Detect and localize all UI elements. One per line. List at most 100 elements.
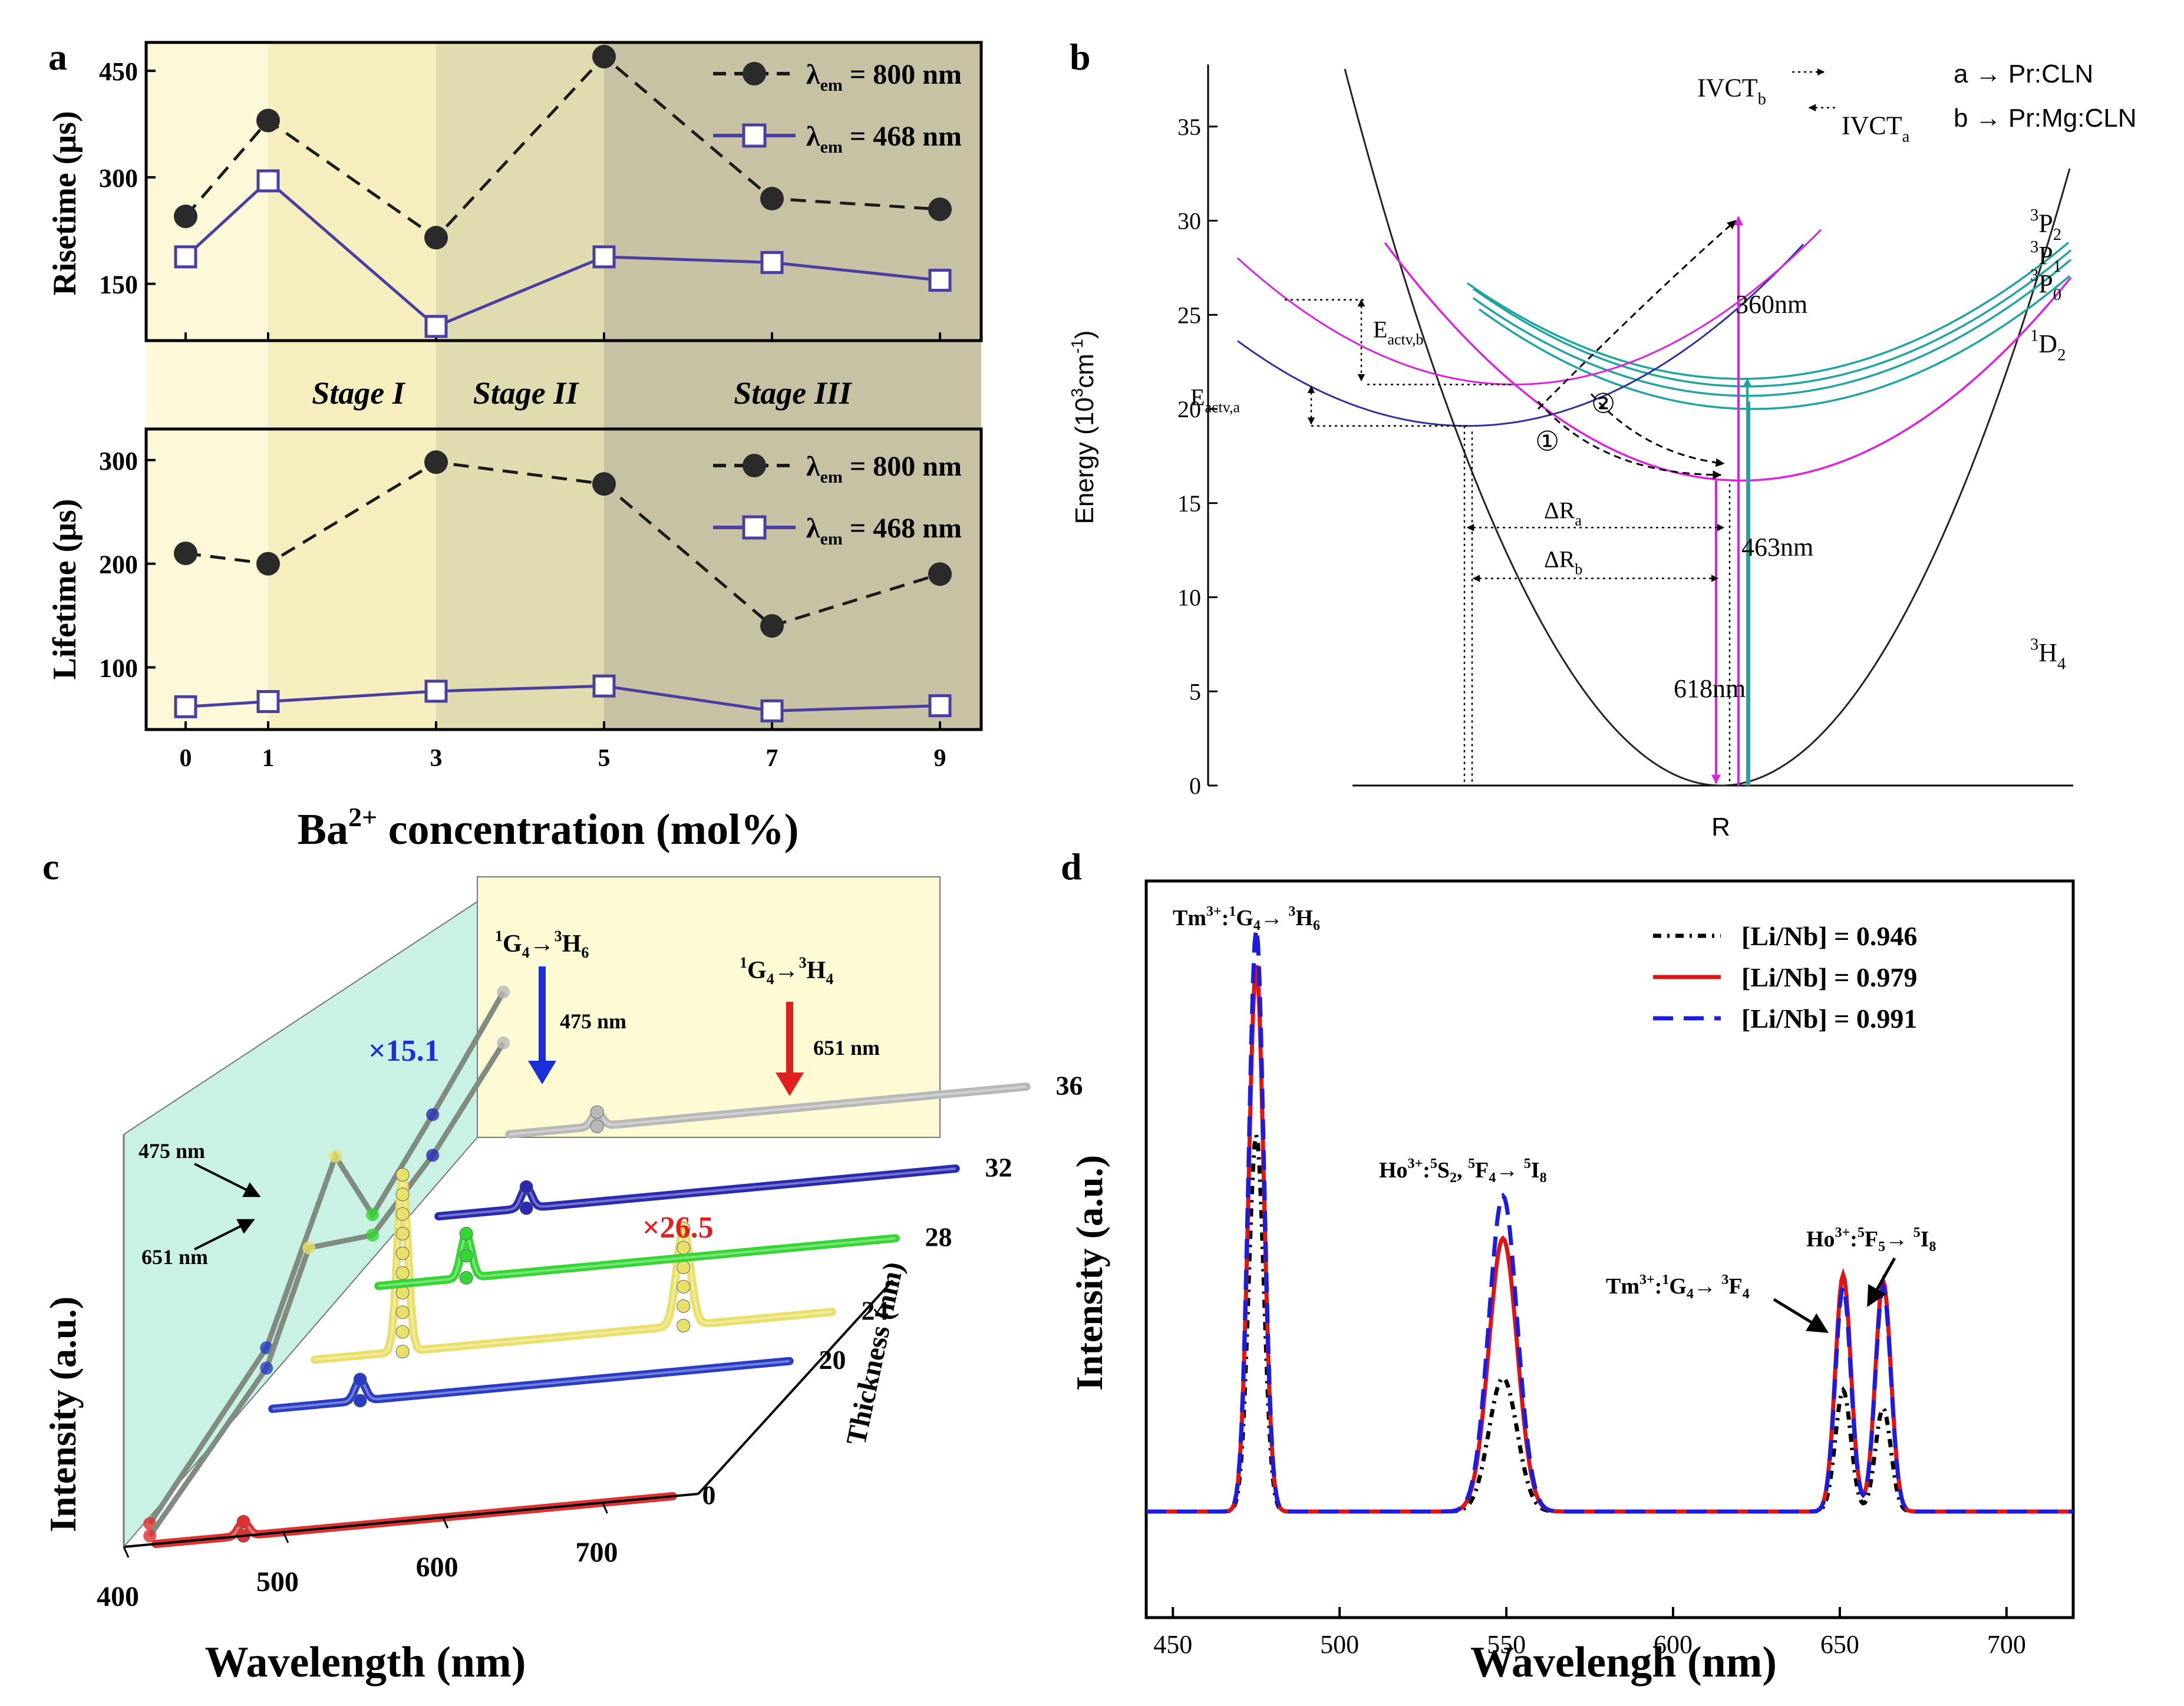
y-tick-label: 5 <box>1189 678 1201 705</box>
x-tick <box>442 1517 449 1529</box>
base: E <box>1373 316 1387 343</box>
panel-c-xlabel: Wavelength (nm) <box>205 1638 526 1687</box>
sub: 4 <box>2057 655 2066 673</box>
base: P <box>2038 269 2053 298</box>
peak-ball <box>677 1299 691 1313</box>
x-tick-label: 650 <box>1820 1630 1859 1659</box>
panel-d-label: d <box>1061 846 1082 887</box>
peak-ball <box>395 1207 410 1221</box>
base: ΔR <box>1544 497 1575 523</box>
sup: 3 <box>2030 635 2038 654</box>
sub: 1 <box>2053 258 2061 276</box>
x-tick-label: 5 <box>598 745 611 772</box>
base: IVCT <box>1842 111 1902 140</box>
y-tick-label: 20 <box>1177 396 1201 423</box>
risetime-legend: λem = 800 nm λem = 468 nm <box>713 59 962 157</box>
data-point-circle <box>174 542 197 566</box>
sub: actv,b <box>1387 331 1423 348</box>
data-point-circle <box>928 197 952 222</box>
data-point-circle <box>424 450 448 474</box>
base: E <box>1190 384 1205 411</box>
data-point-circle <box>760 614 784 638</box>
y-tick-label: 300 <box>99 164 138 193</box>
plot-frame <box>1144 879 2075 1619</box>
sup: 3 <box>2030 238 2038 256</box>
x-tick-label: 450 <box>1153 1630 1192 1659</box>
process-path-up <box>1537 220 1737 410</box>
panel-d-legend: [Li/Nb] = 0.946 [Li/Nb] = 0.979 [Li/Nb] = … <box>1653 921 1917 1034</box>
sup: 3 <box>2030 266 2038 285</box>
sub: 2 <box>2053 226 2061 244</box>
spectrum-highlight <box>315 1182 832 1361</box>
x-tick-label: 700 <box>1987 1630 2026 1659</box>
legend-468nm: λem = 468 nm <box>806 513 962 549</box>
data-point-square <box>174 245 197 269</box>
base: H <box>2038 638 2057 667</box>
x-tick-label: 0 <box>180 745 192 772</box>
transition-label: 360nm <box>1736 290 1807 319</box>
peak-ball <box>236 1514 250 1529</box>
data-point-square <box>760 699 784 722</box>
sub: 0 <box>2053 286 2061 304</box>
data-point-square <box>760 250 784 274</box>
projection-point <box>302 1241 316 1255</box>
base: P <box>2038 241 2053 270</box>
projection-point <box>426 1108 440 1121</box>
y-tick-label: 300 <box>99 447 138 476</box>
x-tick <box>602 1502 608 1514</box>
panel-b-background <box>1028 47 2184 854</box>
legend-label: [Li/Nb] = 0.979 <box>1741 962 1917 992</box>
panel-c-label: c <box>42 846 59 887</box>
projection-475 nm <box>147 991 506 1525</box>
scale-factor-15: ×15.1 <box>368 1034 440 1068</box>
peak-ball <box>459 1249 473 1263</box>
panel-a-series <box>174 45 952 722</box>
x-tick-label: 400 <box>97 1581 139 1612</box>
data-point-square <box>424 315 448 338</box>
transition-475-arrowhead <box>528 1061 556 1084</box>
y-tick-label: 35 <box>1177 114 1201 140</box>
y-tick-label: 10 <box>1177 585 1201 611</box>
process-path-1 <box>1537 401 1722 480</box>
data-point-circle <box>256 552 280 576</box>
curve-3P2 <box>1466 242 2070 380</box>
panel-c-ylabel: Intensity (a.u.) <box>42 1296 84 1532</box>
base: ΔR <box>1544 546 1575 572</box>
projection-point <box>366 1228 380 1242</box>
panel-b-label: b <box>1070 36 1091 78</box>
panel-a-stage-labels: Stage I Stage II Stage III <box>312 375 853 411</box>
panel-d-xlabel: Wavelengh (nm) <box>1470 1638 1777 1687</box>
transition-651-arrowhead <box>776 1073 804 1096</box>
label-3P1: 3P1 <box>2030 238 2061 276</box>
label-path-1: ① <box>1535 426 1559 456</box>
transition-475-wavelength: 475 nm <box>560 1009 626 1033</box>
panel-c-walls <box>123 876 941 1549</box>
thickness-label: 0 <box>702 1480 715 1510</box>
projection-point <box>260 1341 273 1355</box>
sub: a <box>1575 512 1582 529</box>
series-line <box>184 179 941 328</box>
legend-label: [Li/Nb] = 0.991 <box>1741 1004 1917 1034</box>
peak-ball <box>459 1271 473 1285</box>
peak-ball <box>395 1266 410 1280</box>
curve-3H4 <box>1344 68 2071 787</box>
x-tick-label: 9 <box>934 745 946 772</box>
x-tick <box>282 1532 289 1543</box>
back-wall <box>477 876 941 1138</box>
data-point-square <box>256 690 280 714</box>
depth-axis <box>697 1279 894 1495</box>
annot-ho-5f5-5i8: Ho3+:5F5→ 5I8 <box>1806 1225 1936 1255</box>
panel-a: a Stage I Stage II Stage III 15030045010… <box>47 36 983 854</box>
panel-d-ylabel: Intensity (a.u.) <box>1068 1155 1110 1391</box>
legend-800nm: λem = 800 nm <box>806 59 962 95</box>
panel-d-annotations: Tm3+:1G4→ 3H6 Ho3+:5S2, 5F4→ 5I8 Tm3+:1G… <box>1173 904 1936 1334</box>
series-[Li/Nb] = 0.946 <box>1146 1134 2073 1514</box>
x-tick-label: 1 <box>262 745 275 772</box>
projection-point <box>426 1149 440 1162</box>
curve-IVCT-b <box>1236 229 1822 386</box>
legend-b: b → Pr:Mg:CLN <box>1954 104 2137 133</box>
data-point-square <box>424 679 448 703</box>
data-point-square <box>592 674 616 698</box>
series-line <box>185 460 941 628</box>
curve-3P1 <box>1472 259 2072 397</box>
